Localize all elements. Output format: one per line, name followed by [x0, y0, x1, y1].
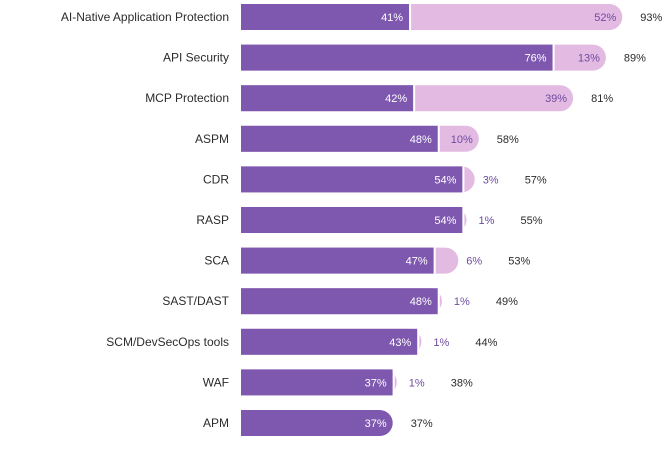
category-label-apm: APM — [203, 416, 229, 430]
total-label-scm-devsecops-tools: 44% — [475, 337, 497, 349]
category-label-waf: WAF — [203, 375, 229, 389]
bar-primary-ai-native-application-protection — [241, 4, 410, 30]
bar-separator-sast-dast — [437, 288, 440, 315]
category-label-cdr: CDR — [203, 172, 229, 186]
value-label-primary-cdr: 54% — [434, 174, 456, 186]
total-label-rasp: 55% — [521, 215, 543, 227]
bar-separator-mcp-protection — [413, 85, 416, 112]
value-label-primary-api-security: 76% — [525, 53, 547, 65]
value-label-secondary-api-security: 13% — [578, 53, 600, 65]
value-label-primary-apm: 37% — [365, 418, 387, 430]
category-label-sca: SCA — [204, 254, 229, 268]
value-label-primary-aspm: 48% — [410, 134, 432, 146]
bar-separator-aspm — [437, 125, 440, 152]
value-label-secondary-mcp-protection: 39% — [545, 93, 567, 105]
total-label-mcp-protection: 81% — [591, 93, 613, 105]
category-label-rasp: RASP — [196, 213, 229, 227]
value-label-secondary-ai-native-application-protection: 52% — [594, 12, 616, 24]
category-label-api-security: API Security — [163, 51, 229, 65]
value-label-secondary-cdr: 3% — [483, 174, 499, 186]
total-label-aspm: 58% — [497, 134, 519, 146]
value-label-primary-ai-native-application-protection: 41% — [381, 12, 403, 24]
bar-primary-scm-devsecops-tools — [241, 328, 418, 355]
bar-primary-apm — [241, 410, 393, 436]
value-label-primary-rasp: 54% — [434, 215, 456, 227]
bar-primary-mcp-protection — [241, 85, 414, 112]
value-label-primary-waf: 37% — [365, 377, 387, 389]
bar-primary-waf — [241, 369, 393, 396]
value-label-secondary-sast-dast: 1% — [454, 296, 470, 308]
bar-separator-rasp — [462, 207, 465, 233]
value-label-secondary-rasp: 1% — [479, 215, 495, 227]
bar-primary-aspm — [241, 125, 438, 152]
bar-primary-sast-dast — [241, 288, 438, 315]
total-label-waf: 38% — [451, 377, 473, 389]
value-label-primary-sca: 47% — [406, 256, 428, 268]
bar-primary-rasp — [241, 207, 463, 233]
bar-separator-cdr — [462, 166, 465, 193]
category-label-sast-dast: SAST/DAST — [162, 294, 229, 308]
total-label-apm: 37% — [411, 418, 433, 430]
bar-separator-sca — [433, 247, 436, 274]
bar-primary-sca — [241, 247, 434, 274]
value-label-primary-sast-dast: 48% — [410, 296, 432, 308]
bar-separator-ai-native-application-protection — [409, 4, 412, 30]
value-label-secondary-scm-devsecops-tools: 1% — [433, 337, 449, 349]
category-label-ai-native-application-protection: AI-Native Application Protection — [61, 10, 229, 24]
bar-separator-waf — [392, 369, 395, 396]
total-label-cdr: 57% — [525, 174, 547, 186]
value-label-secondary-waf: 1% — [409, 377, 425, 389]
total-label-api-security: 89% — [624, 53, 646, 65]
bar-primary-api-security — [241, 44, 553, 71]
bar-separator-scm-devsecops-tools — [417, 328, 420, 355]
value-label-secondary-sca: 6% — [466, 256, 482, 268]
category-label-mcp-protection: MCP Protection — [145, 91, 229, 105]
value-label-primary-mcp-protection: 42% — [385, 93, 407, 105]
value-label-secondary-aspm: 10% — [451, 134, 473, 146]
total-label-sca: 53% — [508, 256, 530, 268]
total-label-sast-dast: 49% — [496, 296, 518, 308]
value-label-primary-scm-devsecops-tools: 43% — [389, 337, 411, 349]
category-label-scm-devsecops-tools: SCM/DevSecOps tools — [106, 335, 229, 349]
bar-primary-cdr — [241, 166, 463, 193]
total-label-ai-native-application-protection: 93% — [640, 12, 662, 24]
category-label-aspm: ASPM — [195, 132, 229, 146]
bar-separator-api-security — [552, 44, 555, 71]
